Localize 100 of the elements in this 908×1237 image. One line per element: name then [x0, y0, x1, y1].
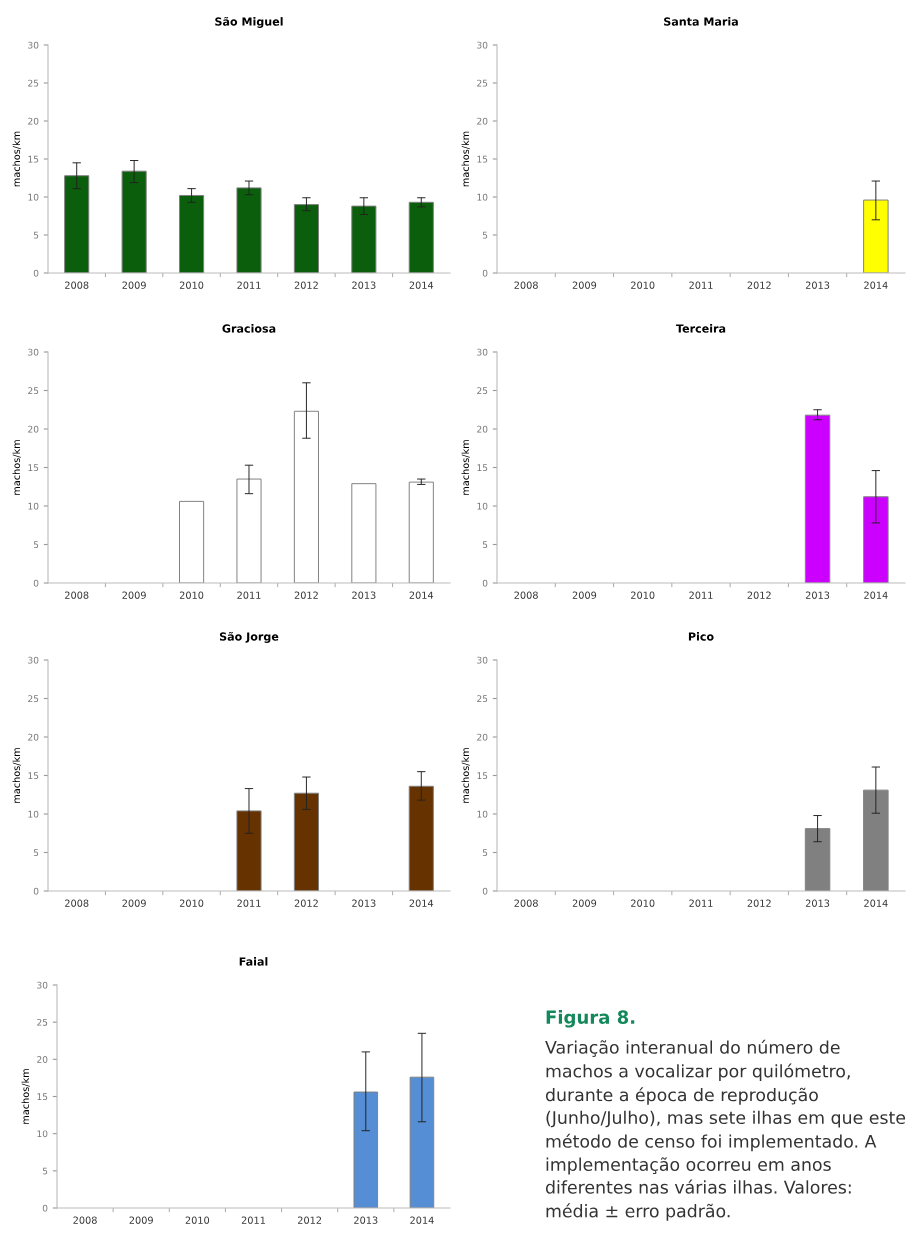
y-tick-label: 5 [482, 231, 488, 239]
x-tick-label: 2010 [631, 899, 655, 907]
y-tick-label: 20 [28, 733, 39, 741]
y-tick-label: 10 [37, 1130, 48, 1138]
x-tick-label: 2011 [237, 281, 261, 289]
x-tick-label: 2008 [65, 281, 89, 289]
y-tick-label: 20 [477, 117, 488, 125]
x-tick-label: 2011 [689, 281, 713, 289]
x-tick-label: 2008 [514, 899, 538, 907]
y-tick-label: 20 [477, 425, 488, 433]
x-tick-label: 2012 [747, 281, 771, 289]
x-tick-label: 2009 [129, 1216, 153, 1224]
y-tick-label: 30 [28, 656, 39, 664]
y-tick-label: 5 [33, 231, 39, 239]
x-tick-label: 2014 [864, 281, 888, 289]
y-tick-label: 5 [33, 541, 39, 549]
chart-title: São Miguel [215, 16, 283, 28]
y-tick-label: 5 [482, 849, 488, 857]
x-tick-label: 2010 [185, 1216, 210, 1224]
x-tick-label: 2011 [689, 591, 713, 599]
x-tick-label: 2014 [409, 591, 434, 599]
y-tick-label: 25 [477, 79, 488, 87]
x-tick-label: 2014 [864, 591, 888, 599]
x-tick-label: 2012 [747, 899, 771, 907]
x-tick-label: 2011 [241, 1216, 265, 1224]
y-tick-label: 20 [477, 733, 488, 741]
y-tick-label: 30 [37, 981, 48, 989]
x-tick-label: 2008 [65, 899, 89, 907]
y-tick-label: 30 [28, 348, 39, 356]
x-tick-label: 2013 [805, 899, 830, 907]
x-tick-label: 2010 [179, 281, 204, 289]
y-tick-label: 5 [482, 541, 488, 549]
y-tick-label: 0 [482, 887, 488, 895]
x-tick-label: 2009 [122, 591, 146, 599]
x-tick-label: 2008 [514, 591, 538, 599]
x-tick-label: 2013 [352, 281, 376, 289]
y-axis-title: machos/km [12, 131, 21, 187]
y-tick-label: 5 [42, 1167, 48, 1175]
x-tick-label: 2010 [631, 281, 655, 289]
x-tick-label: 2009 [572, 899, 597, 907]
y-tick-label: 15 [37, 1093, 48, 1101]
y-tick-label: 10 [28, 502, 39, 510]
y-tick-label: 15 [477, 772, 488, 780]
y-tick-label: 25 [37, 1018, 48, 1026]
x-tick-label: 2014 [409, 281, 434, 289]
x-tick-label: 2013 [352, 591, 376, 599]
y-tick-label: 25 [28, 79, 39, 87]
x-tick-label: 2009 [572, 591, 597, 599]
y-axis-title: machos/km [21, 1069, 30, 1124]
x-tick-label: 2012 [297, 1216, 322, 1224]
x-tick-label: 2013 [805, 281, 830, 289]
x-tick-label: 2008 [73, 1216, 97, 1224]
y-tick-label: 20 [28, 117, 39, 125]
y-tick-label: 30 [477, 656, 488, 664]
x-tick-label: 2009 [122, 281, 146, 289]
x-tick-label: 2012 [294, 899, 318, 907]
y-tick-label: 5 [33, 849, 39, 857]
y-axis-title: machos/km [461, 440, 470, 495]
y-tick-label: 15 [28, 464, 39, 472]
y-tick-label: 25 [477, 695, 488, 703]
chart-title: Faial [239, 957, 268, 966]
x-tick-label: 2012 [747, 591, 771, 599]
x-tick-label: 2013 [352, 899, 376, 907]
x-tick-label: 2009 [572, 281, 597, 289]
x-tick-label: 2012 [294, 281, 318, 289]
x-tick-label: 2013 [805, 591, 830, 599]
x-tick-label: 2014 [864, 899, 888, 907]
y-tick-label: 15 [477, 464, 488, 472]
y-tick-label: 10 [477, 193, 488, 201]
chart-title: Santa Maria [664, 17, 738, 26]
chart-title: Terceira [676, 324, 726, 333]
y-axis-title: machos/km [461, 131, 470, 187]
y-tick-label: 30 [477, 348, 488, 356]
y-axis-title: machos/km [12, 440, 21, 495]
x-tick-label: 2012 [294, 591, 318, 599]
chart-title: Graciosa [222, 324, 276, 333]
y-tick-label: 0 [482, 579, 488, 587]
x-tick-label: 2010 [179, 591, 204, 599]
text: Figura 8. [546, 1010, 635, 1028]
y-tick-label: 10 [477, 502, 488, 510]
x-tick-label: 2011 [237, 591, 261, 599]
text: Variação interanual do número de machos a vocalizar por quilómetro, durante a época de reprodução (Junho/Julho), mas sete ilhas em que este método de censo foi implementado. A implementação ocorreu em anos diferentes nas várias ilhas. Valores: média ± erro padrão. [545, 1039, 906, 1221]
y-tick-label: 20 [28, 425, 39, 433]
x-tick-label: 2014 [409, 899, 434, 907]
y-tick-label: 15 [28, 155, 39, 163]
y-tick-label: 15 [28, 772, 39, 780]
y-tick-label: 30 [477, 41, 488, 49]
x-tick-label: 2008 [514, 281, 538, 289]
y-tick-label: 10 [28, 810, 39, 818]
x-tick-label: 2008 [65, 591, 89, 599]
y-tick-label: 0 [42, 1204, 48, 1212]
y-tick-label: 10 [28, 193, 39, 201]
chart-title: Pico [688, 632, 714, 641]
x-tick-label: 2009 [122, 899, 146, 907]
x-tick-label: 2011 [689, 899, 713, 907]
y-tick-label: 25 [28, 695, 39, 703]
y-tick-label: 25 [477, 387, 488, 395]
x-tick-label: 2010 [179, 899, 204, 907]
y-tick-label: 10 [477, 810, 488, 818]
x-tick-label: 2011 [237, 899, 261, 907]
